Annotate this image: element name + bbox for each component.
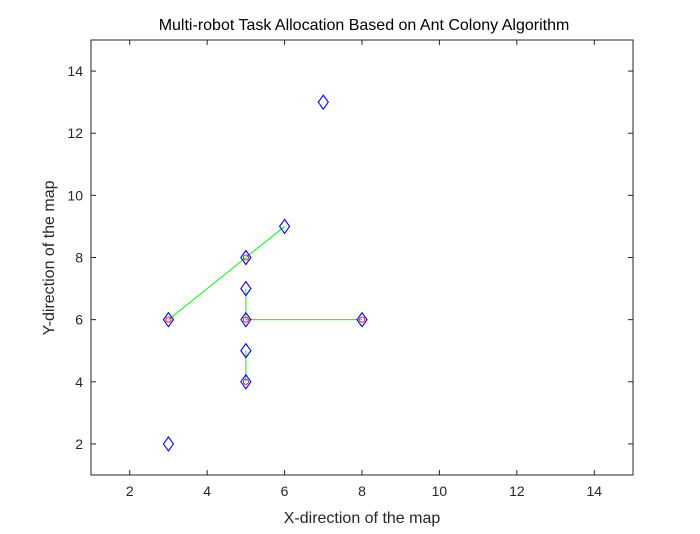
x-tick-label: 14 bbox=[586, 483, 602, 499]
data-point bbox=[240, 342, 252, 359]
data-point-center bbox=[242, 254, 249, 261]
data-point-center bbox=[242, 378, 249, 385]
y-tick-label: 2 bbox=[75, 436, 83, 452]
points-layer bbox=[162, 94, 368, 452]
allocation-path bbox=[245, 288, 362, 321]
data-point bbox=[240, 373, 252, 390]
x-tick-label: 12 bbox=[509, 483, 525, 499]
data-point bbox=[356, 311, 368, 328]
y-tick-label: 12 bbox=[67, 125, 83, 141]
data-point bbox=[162, 435, 175, 452]
plot-area bbox=[90, 39, 634, 476]
chart-title: Multi-robot Task Allocation Based on Ant… bbox=[159, 17, 570, 34]
data-point bbox=[240, 311, 252, 328]
data-point-center bbox=[242, 316, 249, 323]
x-tick-label: 10 bbox=[432, 483, 448, 499]
paths-layer bbox=[168, 226, 362, 382]
data-point bbox=[240, 280, 252, 297]
y-tick-label: 8 bbox=[75, 250, 83, 266]
x-tick-label: 4 bbox=[203, 483, 211, 499]
x-tick-label: 2 bbox=[126, 483, 134, 499]
y-tick-label: 6 bbox=[75, 312, 83, 328]
ticks-layer: 2 4 6 8 10 12 14 2 4 6 8 10 12 14 bbox=[67, 40, 633, 499]
y-tick-label: 14 bbox=[67, 63, 83, 79]
x-axis-label: X-direction of the map bbox=[284, 510, 441, 527]
data-point bbox=[162, 311, 175, 328]
x-tick-label: 6 bbox=[281, 483, 289, 499]
x-tick-label: 8 bbox=[358, 483, 366, 499]
data-point-center bbox=[358, 316, 366, 323]
allocation-path bbox=[168, 226, 285, 321]
y-tick-label: 4 bbox=[75, 374, 83, 390]
data-point bbox=[240, 249, 252, 266]
y-axis-label: Y-direction of the map bbox=[41, 180, 58, 335]
data-point bbox=[317, 94, 329, 111]
data-point bbox=[278, 218, 291, 235]
data-point-center bbox=[165, 316, 172, 323]
y-tick-label: 10 bbox=[67, 187, 83, 203]
